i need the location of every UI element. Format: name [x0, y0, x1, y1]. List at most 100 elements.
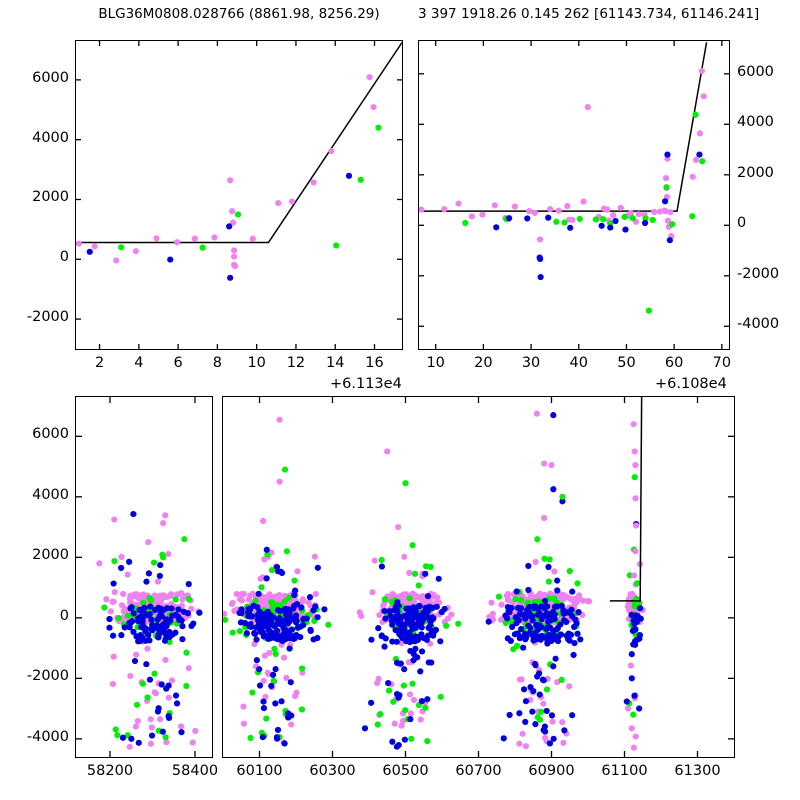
data-point — [179, 596, 186, 603]
data-point — [519, 611, 526, 618]
data-point — [417, 668, 424, 675]
data-point — [297, 623, 304, 630]
data-point-outlier — [541, 460, 548, 467]
data-point — [153, 235, 160, 242]
axes-bottom-left-segment[interactable] — [75, 396, 213, 758]
data-point — [651, 208, 658, 216]
data-point — [401, 736, 408, 743]
data-point — [236, 596, 244, 603]
axes-bottom-right-segment[interactable] — [222, 396, 735, 758]
data-point — [369, 589, 376, 596]
data-point — [415, 582, 422, 589]
data-point — [288, 198, 296, 205]
data-point — [288, 712, 295, 719]
data-point — [188, 605, 195, 612]
data-point — [666, 237, 673, 244]
data-point — [260, 704, 268, 712]
data-point-outlier — [559, 498, 566, 505]
data-point — [259, 734, 266, 741]
axes-top-left[interactable] — [75, 40, 403, 350]
xtick-label-tl-3: 8 — [212, 355, 223, 371]
data-point — [254, 616, 261, 623]
data-point — [532, 603, 539, 610]
data-point — [374, 721, 381, 728]
data-point — [166, 633, 173, 641]
data-point — [273, 595, 280, 602]
data-point — [479, 211, 486, 218]
data-point — [306, 594, 314, 601]
data-point — [247, 734, 254, 742]
data-point — [168, 677, 176, 684]
data-point — [428, 659, 435, 666]
data-point-outlier — [260, 517, 267, 525]
data-point-outlier — [281, 466, 289, 473]
data-point — [263, 715, 270, 722]
data-point — [289, 626, 296, 633]
data-point — [663, 184, 670, 191]
data-point — [163, 605, 171, 612]
data-point — [550, 631, 557, 638]
data-point — [536, 691, 543, 698]
data-point — [387, 612, 394, 619]
data-point-outlier — [632, 461, 639, 469]
data-point — [110, 580, 117, 587]
data-point — [418, 648, 426, 655]
data-point — [249, 689, 256, 696]
data-point — [223, 610, 228, 617]
data-point — [604, 206, 611, 213]
data-point — [361, 725, 369, 732]
data-point — [438, 608, 445, 616]
data-point — [191, 235, 198, 242]
data-point — [240, 590, 248, 598]
data-point — [571, 623, 578, 631]
data-point — [393, 638, 400, 645]
data-point — [325, 621, 332, 628]
data-point — [161, 627, 168, 634]
data-point — [531, 209, 538, 217]
ytick-label-bottom-4: 4000 — [32, 486, 69, 503]
data-point — [641, 219, 649, 227]
data-point — [537, 236, 544, 243]
data-point — [552, 655, 559, 662]
data-point — [160, 592, 167, 599]
data-point — [371, 557, 378, 564]
data-point — [624, 705, 632, 712]
data-point — [391, 720, 398, 727]
xtick-label-tl-7: 16 — [365, 355, 384, 371]
data-point — [174, 239, 181, 246]
data-point — [696, 151, 703, 158]
data-point — [489, 610, 496, 617]
data-point — [610, 212, 617, 219]
data-point — [130, 628, 137, 635]
data-point — [509, 623, 516, 631]
data-point — [455, 200, 462, 207]
data-point — [462, 219, 469, 227]
data-point — [424, 738, 431, 745]
data-point — [272, 700, 279, 707]
data-point-outlier — [628, 675, 635, 682]
data-point — [288, 721, 295, 728]
xtick-label-bottom-4: 60500 — [382, 763, 429, 779]
data-point — [627, 210, 634, 217]
data-point — [256, 608, 263, 615]
data-point — [551, 603, 559, 610]
data-point — [299, 598, 306, 605]
data-point — [430, 591, 437, 598]
data-point — [118, 632, 125, 639]
data-point — [132, 723, 140, 730]
data-point — [188, 622, 195, 630]
data-top-left — [76, 42, 402, 281]
data-point — [545, 563, 552, 571]
data-point — [271, 634, 278, 641]
data-point — [148, 724, 155, 731]
data-point — [516, 676, 524, 683]
data-point-outlier — [402, 480, 409, 487]
data-point — [131, 657, 139, 665]
data-point — [533, 621, 540, 628]
data-point — [157, 609, 164, 616]
axes-top-right[interactable] — [418, 40, 730, 350]
data-point — [162, 656, 169, 664]
data-point — [130, 610, 137, 617]
data-point — [230, 253, 238, 260]
